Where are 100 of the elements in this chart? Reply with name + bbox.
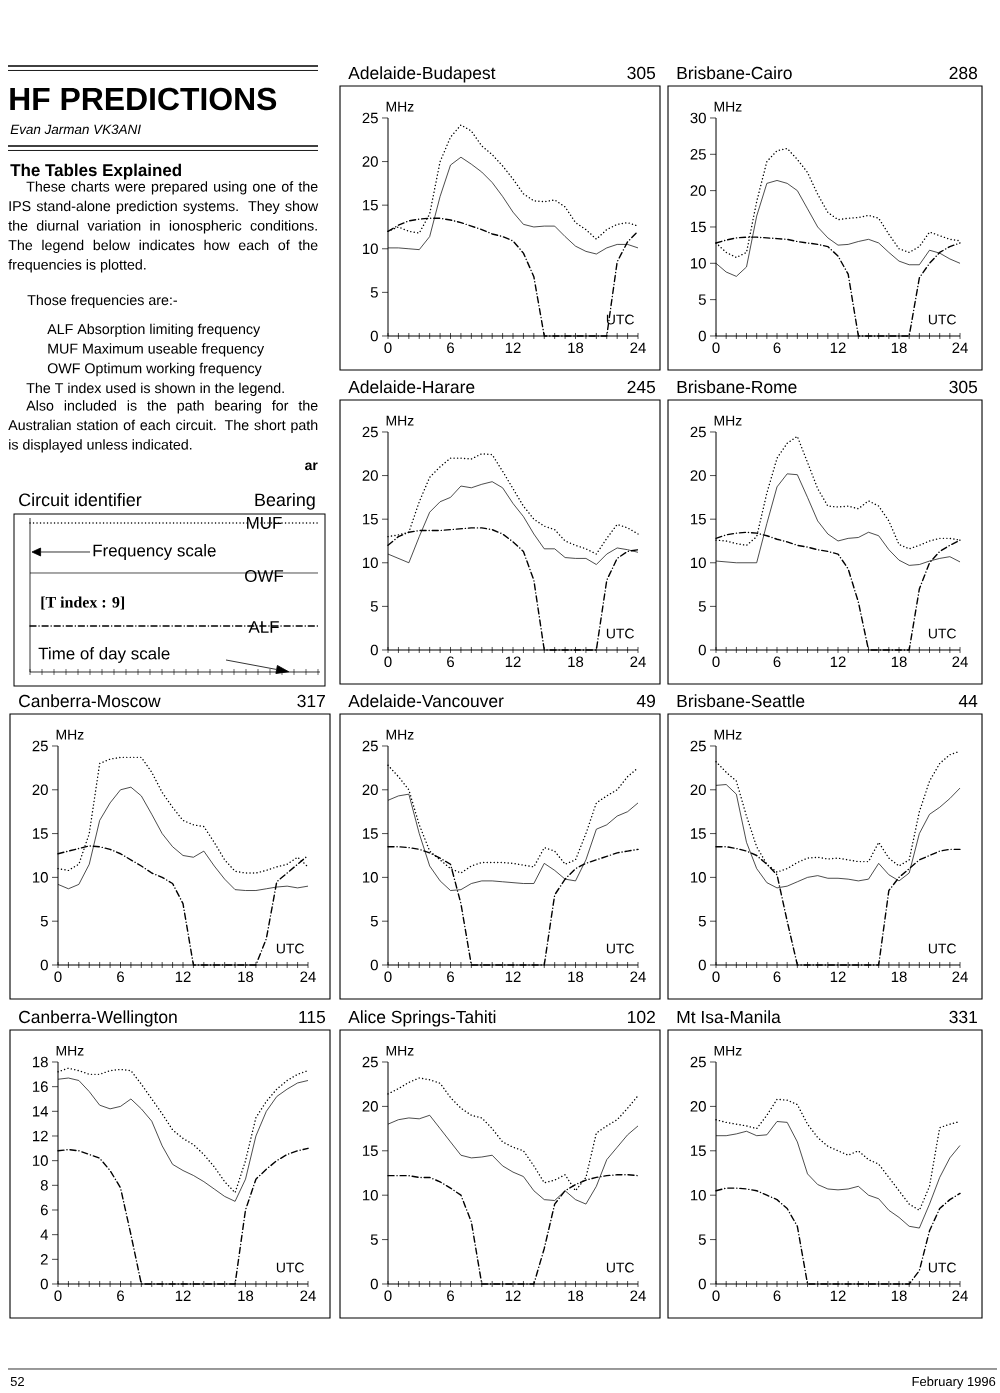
text: Bearing bbox=[255, 492, 315, 510]
x-tick-label: 18 bbox=[568, 1290, 584, 1302]
y-tick-label: 0 bbox=[40, 1278, 48, 1290]
y-tick-label: 15 bbox=[691, 221, 706, 233]
x-tick-label: 6 bbox=[773, 1290, 781, 1302]
chart-subtitle: 288 bbox=[949, 66, 978, 80]
x-tick-label: 0 bbox=[712, 656, 720, 668]
x-tick-label: 18 bbox=[568, 656, 584, 668]
text: MUF Maximum useable frequency bbox=[48, 343, 265, 357]
text: These charts were prepared using one of the IPS stand-alone prediction systems. They show the diurnal variation in ionospheric conditions. The legend below indicates how each of the frequencies is plotted. bbox=[8, 181, 319, 273]
x-tick-label: 24 bbox=[952, 656, 968, 667]
y-tick-label: 2 bbox=[40, 1254, 48, 1265]
x-axis-title: UTC bbox=[606, 314, 634, 325]
y-tick-label: 25 bbox=[362, 112, 378, 124]
x-tick-label: 0 bbox=[712, 971, 720, 983]
y-tick-label: 12 bbox=[33, 1130, 48, 1142]
y-axis-title: MHz bbox=[56, 729, 84, 740]
chart-title: Brisbane-Cairo bbox=[677, 66, 792, 80]
y-tick-label: 5 bbox=[698, 1234, 706, 1245]
y-tick-label: 25 bbox=[690, 1056, 706, 1068]
chart-subtitle: 317 bbox=[297, 694, 325, 708]
text: [T index : 9] bbox=[41, 596, 125, 610]
y-tick-label: 5 bbox=[370, 601, 378, 612]
chart-subtitle: 115 bbox=[299, 1010, 326, 1024]
x-axis-title: UTC bbox=[276, 1262, 304, 1273]
y-tick-label: 5 bbox=[370, 915, 378, 927]
x-tick-label: 24 bbox=[300, 971, 316, 982]
y-tick-label: 14 bbox=[33, 1106, 49, 1117]
text: The Tables Explained bbox=[10, 163, 182, 180]
y-tick-label: 0 bbox=[40, 959, 48, 971]
x-tick-label: 0 bbox=[712, 1290, 720, 1302]
x-tick-label: 0 bbox=[712, 342, 720, 354]
y-tick-label: 10 bbox=[691, 557, 706, 569]
x-tick-label: 6 bbox=[447, 971, 455, 983]
x-axis-title: UTC bbox=[928, 628, 956, 639]
x-tick-label: 24 bbox=[630, 656, 646, 667]
y-tick-label: 0 bbox=[370, 644, 378, 656]
x-tick-label: 0 bbox=[384, 656, 392, 668]
text: 52 bbox=[10, 1376, 24, 1387]
x-tick-label: 0 bbox=[384, 1290, 392, 1302]
text: Those frequencies are:- bbox=[27, 294, 177, 308]
y-tick-label: 20 bbox=[32, 784, 48, 796]
y-tick-label: 6 bbox=[40, 1204, 48, 1216]
y-tick-label: 30 bbox=[690, 112, 706, 124]
x-tick-label: 12 bbox=[830, 342, 846, 353]
y-tick-label: 16 bbox=[33, 1081, 48, 1092]
y-tick-label: 20 bbox=[362, 470, 378, 481]
x-tick-label: 18 bbox=[238, 971, 254, 983]
y-tick-label: 0 bbox=[370, 330, 378, 342]
x-tick-label: 12 bbox=[505, 656, 521, 667]
x-tick-label: 0 bbox=[54, 971, 62, 983]
y-tick-label: 5 bbox=[40, 915, 48, 927]
y-tick-label: 10 bbox=[33, 1155, 48, 1166]
text: The T index used is shown in the legend. bbox=[26, 382, 284, 396]
y-tick-label: 5 bbox=[370, 287, 378, 298]
x-tick-label: 6 bbox=[447, 656, 455, 668]
text: MUF bbox=[247, 517, 282, 529]
x-tick-label: 0 bbox=[54, 1290, 62, 1302]
y-tick-label: 0 bbox=[698, 959, 706, 971]
x-tick-label: 0 bbox=[384, 342, 392, 354]
chart-subtitle: 49 bbox=[636, 694, 655, 708]
y-tick-label: 20 bbox=[362, 156, 378, 167]
y-tick-label: 10 bbox=[691, 1189, 706, 1201]
y-tick-label: 10 bbox=[363, 557, 378, 569]
y-tick-label: 15 bbox=[363, 828, 378, 839]
chart-subtitle: 331 bbox=[949, 1010, 977, 1024]
x-tick-label: 24 bbox=[952, 971, 968, 982]
y-tick-label: 15 bbox=[363, 1145, 378, 1156]
y-tick-label: 10 bbox=[691, 872, 706, 883]
y-tick-label: 20 bbox=[362, 1101, 378, 1112]
chart-title: Canberra-Moscow bbox=[19, 694, 161, 708]
text: Frequency scale bbox=[93, 544, 216, 560]
x-axis-title: UTC bbox=[606, 628, 634, 639]
x-tick-label: 18 bbox=[891, 656, 907, 668]
y-tick-label: 10 bbox=[363, 872, 378, 883]
y-axis-title: MHz bbox=[386, 729, 414, 740]
chart-subtitle: 44 bbox=[958, 694, 978, 707]
y-tick-label: 0 bbox=[370, 1278, 378, 1290]
y-tick-label: 15 bbox=[33, 828, 48, 839]
y-tick-label: 15 bbox=[691, 1145, 706, 1156]
y-tick-label: 5 bbox=[698, 601, 706, 612]
x-tick-label: 18 bbox=[238, 1290, 254, 1302]
chart-title: Mt Isa-Manila bbox=[677, 1010, 781, 1024]
text: ar bbox=[305, 462, 318, 471]
chart-title: Adelaide-Vancouver bbox=[348, 694, 504, 708]
y-tick-label: 25 bbox=[690, 740, 706, 752]
y-tick-label: 18 bbox=[33, 1056, 48, 1068]
chart-title: Alice Springs-Tahiti bbox=[348, 1010, 496, 1027]
y-tick-label: 25 bbox=[690, 426, 706, 438]
y-tick-label: 0 bbox=[698, 644, 706, 656]
y-tick-label: 25 bbox=[362, 426, 378, 438]
chart-subtitle: 305 bbox=[949, 380, 978, 394]
x-tick-label: 12 bbox=[505, 342, 521, 353]
text: Circuit identifier bbox=[19, 492, 142, 507]
y-axis-title: MHz bbox=[386, 101, 414, 112]
chart-title: Adelaide-Harare bbox=[348, 380, 475, 394]
x-tick-label: 12 bbox=[830, 656, 846, 667]
y-tick-label: 25 bbox=[32, 740, 48, 752]
x-tick-label: 24 bbox=[952, 342, 968, 353]
chart-subtitle: 305 bbox=[627, 66, 656, 80]
